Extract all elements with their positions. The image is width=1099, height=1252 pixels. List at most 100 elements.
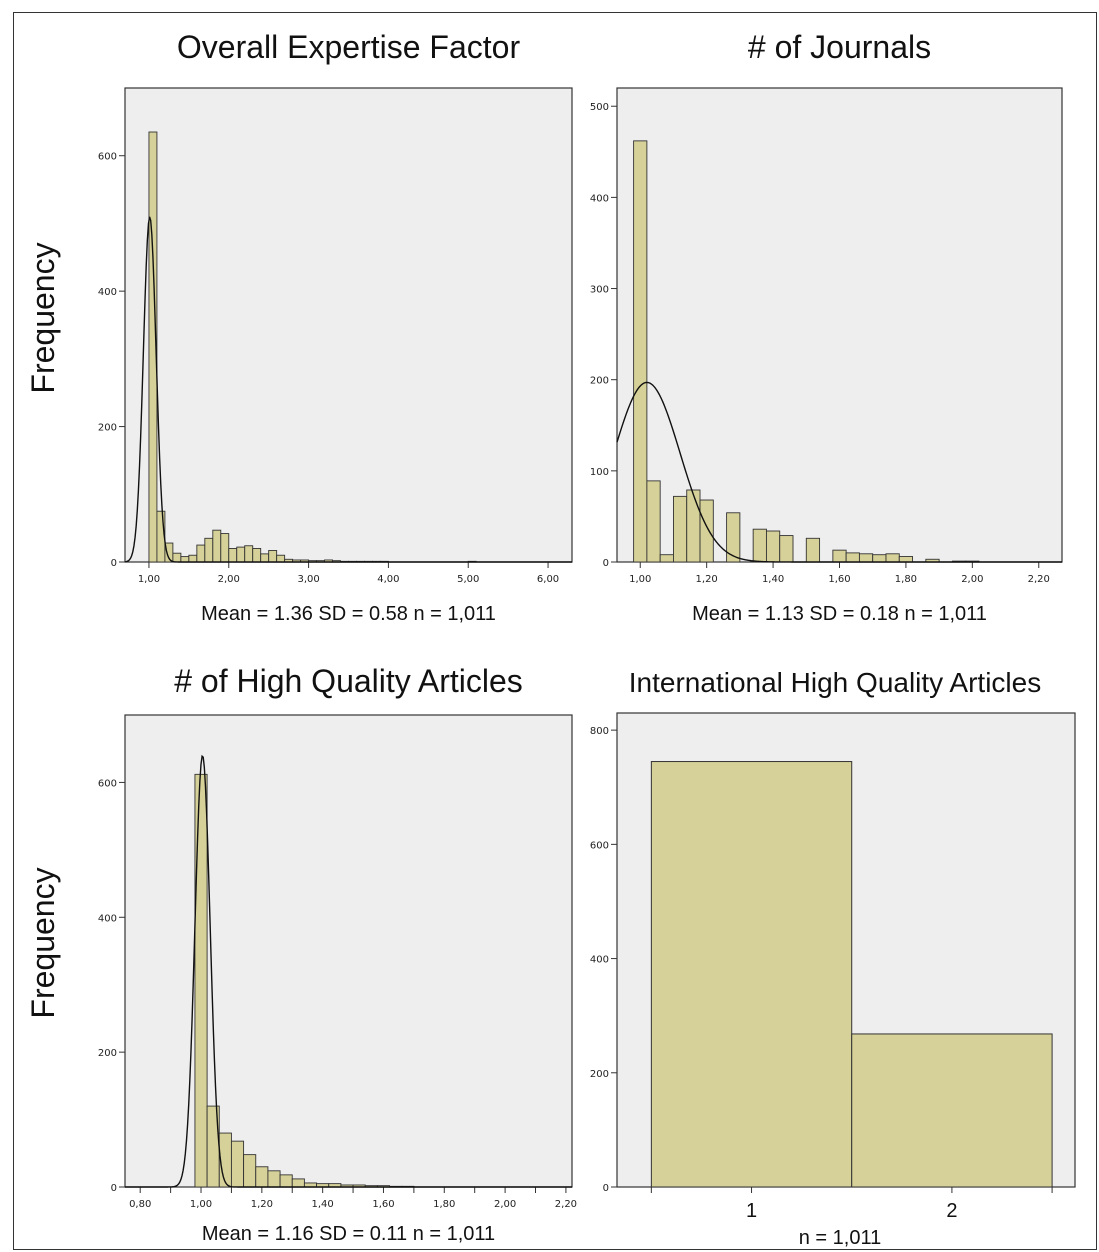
x-tick-label: 1,20	[696, 574, 718, 585]
histogram-bar	[279, 1174, 293, 1188]
histogram-bar	[646, 480, 661, 563]
histogram-bar	[779, 535, 794, 563]
y-tick-label: 600	[590, 840, 609, 851]
histogram-bar	[164, 542, 174, 563]
histogram-bar	[699, 499, 714, 563]
histogram-bar	[243, 1154, 257, 1188]
x-tick-label: 2,00	[494, 1199, 516, 1210]
histogram-bar	[180, 556, 190, 563]
x-tick-label: 1,40	[312, 1199, 334, 1210]
y-tick-label: 400	[98, 913, 117, 924]
chart-title: # of High Quality Articles	[174, 663, 523, 699]
normal-curve	[125, 754, 572, 1188]
histogram-bar	[204, 537, 214, 563]
histogram-bar	[268, 550, 278, 563]
y-tick-label: 400	[590, 193, 609, 204]
histogram-bar	[752, 528, 767, 563]
histogram-bar	[228, 548, 238, 563]
histogram-bar	[255, 1166, 269, 1188]
histogram-bar	[858, 553, 874, 563]
x-tick-label: 4,00	[377, 574, 399, 585]
histogram-bar	[291, 1178, 305, 1188]
y-tick-label: 500	[590, 102, 609, 113]
histogram-bar	[845, 552, 860, 563]
x-tick-label: 2,20	[1028, 574, 1050, 585]
y-tick-label: 300	[590, 285, 609, 296]
chart-panel-4: International High Quality Articles n = 1…	[590, 667, 1076, 1249]
x-tick-label: 1,20	[251, 1199, 273, 1210]
chart-title: International High Quality Articles	[629, 667, 1041, 698]
plot-area	[124, 714, 573, 1188]
x-tick-label: 1,80	[433, 1199, 455, 1210]
chart-footer: n = 1,011	[799, 1227, 881, 1249]
histogram-bar	[220, 533, 230, 563]
histogram-bar	[832, 549, 847, 563]
histogram-bar	[872, 554, 887, 563]
chart-panel-2: # of Journals Mean = 1.13 SD = 0.18 n = 1…	[590, 29, 1063, 625]
histogram-bar	[276, 554, 286, 563]
y-tick-label: 200	[590, 1069, 609, 1080]
bar	[650, 761, 853, 1188]
x-tick-label: 1,40	[762, 574, 784, 585]
x-tick-label: 5,00	[457, 574, 479, 585]
bar	[851, 1033, 1053, 1188]
y-tick-label: 400	[98, 287, 117, 298]
category-label: 1	[746, 1200, 757, 1222]
x-tick-label: 1,80	[895, 574, 917, 585]
x-tick-label: 2,00	[961, 574, 983, 585]
histogram-bar	[188, 554, 198, 563]
histogram-bar	[196, 544, 206, 563]
y-tick-label: 600	[98, 152, 117, 163]
plot-area	[616, 87, 1063, 563]
y-tick-label: 100	[590, 467, 609, 478]
x-tick-label: 2,00	[218, 574, 240, 585]
x-tick-label: 1,00	[629, 574, 651, 585]
histogram-bar	[659, 554, 674, 563]
chart-footer: Mean = 1.16 SD = 0.11 n = 1,011	[202, 1223, 495, 1245]
chart-title: Overall Expertise Factor	[177, 29, 521, 65]
histogram-bar	[172, 552, 182, 563]
normal-curve	[124, 216, 572, 563]
y-tick-label: 0	[111, 1183, 117, 1194]
plot-area	[124, 87, 573, 563]
y-tick-label: 200	[590, 376, 609, 387]
x-tick-label: 1,00	[138, 574, 160, 585]
histogram-bar	[244, 545, 254, 563]
y-tick-label: 0	[603, 558, 609, 569]
histogram-bar	[765, 530, 781, 563]
histogram-bar	[898, 556, 914, 563]
y-tick-label: 0	[603, 1183, 609, 1194]
y-tick-label: 200	[98, 1048, 117, 1059]
chart-panel-1: Overall Expertise Factor Mean = 1.36 SD =…	[98, 29, 573, 625]
chart-title: # of Journals	[748, 29, 931, 65]
histogram-bar	[260, 553, 270, 563]
histogram-bar	[236, 546, 246, 563]
histogram-bar	[230, 1140, 245, 1188]
x-tick-label: 1,00	[190, 1199, 212, 1210]
histogram-bar	[673, 495, 688, 563]
histogram-bar	[194, 773, 208, 1188]
histogram-bar	[633, 140, 648, 563]
normal-curve	[616, 381, 1062, 563]
histogram-bar	[885, 553, 900, 563]
frequency-label-bottom: Frequency	[25, 867, 61, 1018]
histogram-bar	[686, 489, 701, 563]
x-tick-label: 0,80	[129, 1199, 151, 1210]
histogram-bar	[252, 548, 262, 563]
y-tick-label: 0	[111, 558, 117, 569]
y-tick-label: 400	[590, 955, 609, 966]
x-tick-label: 3,00	[297, 574, 319, 585]
x-tick-label: 1,60	[372, 1199, 394, 1210]
chart-panel-3: # of High Quality Articles Mean = 1.16 SD…	[98, 663, 577, 1245]
frequency-label-top: Frequency	[25, 242, 61, 393]
histogram-bar	[726, 512, 741, 563]
x-tick-label: 6,00	[537, 574, 559, 585]
y-tick-label: 600	[98, 778, 117, 789]
histogram-bar	[805, 537, 821, 563]
chart-footer: Mean = 1.36 SD = 0.58 n = 1,011	[201, 603, 496, 625]
histogram-bar	[212, 529, 222, 563]
x-tick-label: 1,60	[828, 574, 850, 585]
y-tick-label: 800	[590, 726, 609, 737]
histogram-bar	[267, 1170, 281, 1188]
